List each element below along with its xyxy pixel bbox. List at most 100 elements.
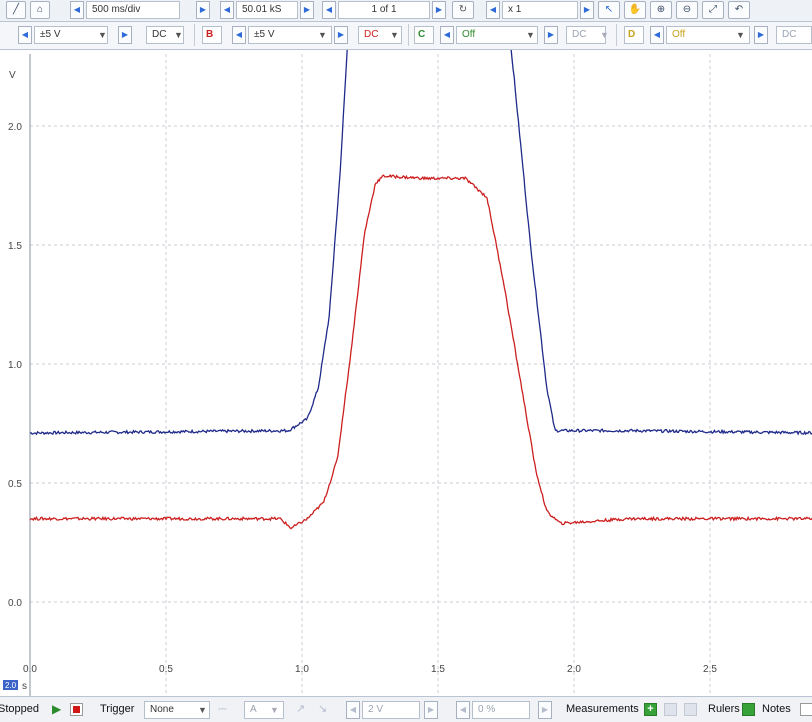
channel-c-label[interactable]: C bbox=[414, 26, 434, 44]
notes-label: Notes bbox=[762, 703, 791, 715]
channel-c-range-increase[interactable]: ▶ bbox=[544, 26, 558, 44]
zoom-fit-icon[interactable]: ⤢ bbox=[702, 1, 724, 19]
channel-c-range[interactable]: Off bbox=[456, 26, 538, 44]
y-tick-label: 0.0 bbox=[8, 598, 22, 609]
channel-d-range[interactable]: Off bbox=[666, 26, 750, 44]
chevron-down-icon[interactable]: ▼ bbox=[198, 705, 207, 715]
chevron-down-icon[interactable]: ▼ bbox=[526, 30, 535, 40]
y-unit-label: V bbox=[9, 70, 16, 81]
x-tick-label: 1.5 bbox=[431, 664, 445, 675]
channel-d-range-increase[interactable]: ▶ bbox=[754, 26, 768, 44]
y-tick-label: 1.0 bbox=[8, 360, 22, 371]
x-scale-badge-text: 2.0 bbox=[5, 681, 17, 690]
channel-toolbar: ◀ ±5 V ▼ ▶ DC ▼ B ◀ ±5 V ▼ ▶ DC ▼ C ◀ Of… bbox=[0, 22, 812, 50]
x-tick-label: 1.0 bbox=[295, 664, 309, 675]
stop-icon bbox=[73, 706, 80, 713]
capture-prev-button[interactable]: ◀ bbox=[322, 1, 336, 19]
trigger-level-field[interactable]: 2 V bbox=[362, 701, 420, 719]
channel-b-range-decrease[interactable]: ◀ bbox=[232, 26, 246, 44]
zoom-in-icon[interactable]: ⊕ bbox=[650, 1, 672, 19]
x-scale-badge bbox=[3, 680, 18, 690]
channel-d-range-decrease[interactable]: ◀ bbox=[650, 26, 664, 44]
trace-channel-a bbox=[29, 50, 812, 436]
rising-edge-icon[interactable]: ↗ bbox=[296, 703, 306, 715]
add-measurement-icon[interactable]: + bbox=[644, 703, 657, 716]
samples-field[interactable]: 50.01 kS bbox=[236, 1, 298, 19]
traces bbox=[29, 50, 812, 530]
x-tick-label: 0.0 bbox=[23, 664, 37, 675]
edit-measurement-icon[interactable] bbox=[664, 703, 677, 716]
status-bar: Stopped ▶ Trigger None ▼ ⎓ A ▼ ↗ ↘ ◀ 2 V… bbox=[0, 696, 812, 722]
channel-b-range[interactable]: ±5 V bbox=[248, 26, 332, 44]
channel-b-label[interactable]: B bbox=[202, 26, 222, 44]
chevron-down-icon[interactable]: ▼ bbox=[174, 30, 183, 40]
channel-b-range-increase[interactable]: ▶ bbox=[334, 26, 348, 44]
separator bbox=[616, 24, 617, 46]
plot-background bbox=[0, 50, 812, 696]
ruler-icon[interactable]: ╱ bbox=[6, 1, 26, 19]
channel-c-coupling[interactable]: DC bbox=[566, 26, 606, 44]
pretrigger-decrease[interactable]: ◀ bbox=[456, 701, 470, 719]
refresh-icon[interactable]: ↻ bbox=[452, 1, 474, 19]
delete-measurement-icon[interactable] bbox=[684, 703, 697, 716]
trigger-channel-select[interactable]: A bbox=[244, 701, 284, 719]
pointer-icon[interactable]: ↖ bbox=[598, 1, 620, 19]
trigger-level-decrease[interactable]: ◀ bbox=[346, 701, 360, 719]
channel-d-coupling[interactable]: DC bbox=[776, 26, 812, 44]
separator bbox=[408, 24, 409, 46]
zoom-out-icon[interactable]: ⊖ bbox=[676, 1, 698, 19]
x-axis-ticks: 0.0 0.5 1.0 1.5 2.0 2.5 bbox=[23, 664, 717, 675]
channel-c-range-decrease[interactable]: ◀ bbox=[440, 26, 454, 44]
y-tick-label: 1.5 bbox=[8, 241, 22, 252]
zoom-decrease-button[interactable]: ◀ bbox=[486, 1, 500, 19]
capture-count-field[interactable]: 1 of 1 bbox=[338, 1, 430, 19]
timebase-decrease-button[interactable]: ◀ bbox=[70, 1, 84, 19]
chevron-down-icon[interactable]: ▼ bbox=[270, 705, 279, 715]
chevron-down-icon[interactable]: ▼ bbox=[318, 30, 327, 40]
timebase-field[interactable]: 500 ms/div bbox=[86, 1, 180, 19]
samples-increase-button[interactable]: ▶ bbox=[300, 1, 314, 19]
play-icon[interactable]: ▶ bbox=[52, 702, 62, 716]
capture-toolbar: ╱ ⌂ ◀ 500 ms/div ▶ ◀ 50.01 kS ▶ ◀ 1 of 1… bbox=[0, 0, 812, 22]
stop-button[interactable] bbox=[70, 703, 83, 716]
timebase-increase-button[interactable]: ▶ bbox=[196, 1, 210, 19]
hand-icon[interactable]: ✋ bbox=[624, 1, 646, 19]
chevron-down-icon[interactable]: ▼ bbox=[98, 30, 107, 40]
notes-icon[interactable] bbox=[800, 703, 812, 716]
y-tick-label: 2.0 bbox=[8, 122, 22, 133]
zoom-undo-icon[interactable]: ↶ bbox=[728, 1, 750, 19]
chevron-down-icon[interactable]: ▼ bbox=[736, 30, 745, 40]
chevron-down-icon[interactable]: ▼ bbox=[390, 30, 399, 40]
channel-a-range-increase[interactable]: ▶ bbox=[118, 26, 132, 44]
x-unit-label: s bbox=[22, 681, 27, 692]
trigger-level-increase[interactable]: ▶ bbox=[424, 701, 438, 719]
run-state-text: Stopped bbox=[0, 703, 39, 715]
home-icon[interactable]: ⌂ bbox=[30, 1, 50, 19]
falling-edge-icon[interactable]: ↘ bbox=[318, 703, 328, 715]
x-tick-label: 0.5 bbox=[159, 664, 173, 675]
separator bbox=[194, 24, 195, 46]
zoom-field[interactable]: x 1 bbox=[502, 1, 578, 19]
channel-a-coupling[interactable]: DC bbox=[146, 26, 184, 44]
grid bbox=[29, 54, 812, 696]
trace-channel-b bbox=[29, 173, 812, 530]
chevron-down-icon[interactable]: ▼ bbox=[600, 30, 609, 40]
channel-a-range-decrease[interactable]: ◀ bbox=[18, 26, 32, 44]
channel-d-label[interactable]: D bbox=[624, 26, 644, 44]
y-tick-label: 0.5 bbox=[8, 479, 22, 490]
trigger-mode-select[interactable]: None bbox=[144, 701, 210, 719]
capture-next-button[interactable]: ▶ bbox=[432, 1, 446, 19]
trigger-label: Trigger bbox=[100, 703, 135, 715]
pretrigger-field[interactable]: 0 % bbox=[472, 701, 530, 719]
channel-b-coupling[interactable]: DC bbox=[358, 26, 402, 44]
scope-plot[interactable]: 4.54.03.53.02.52.01.51.00.50.0-0.5 0.00.… bbox=[0, 50, 812, 696]
x-tick-label: 2.0 bbox=[567, 664, 581, 675]
channel-a-range[interactable]: ±5 V bbox=[34, 26, 108, 44]
pretrigger-increase[interactable]: ▶ bbox=[538, 701, 552, 719]
y-axis-ticks: 4.54.03.53.02.52.01.51.00.50.0-0.5 bbox=[8, 122, 22, 609]
zoom-increase-button[interactable]: ▶ bbox=[580, 1, 594, 19]
samples-decrease-button[interactable]: ◀ bbox=[220, 1, 234, 19]
rulers-icon[interactable] bbox=[742, 703, 755, 716]
x-tick-label: 2.5 bbox=[703, 664, 717, 675]
trigger-type-icon[interactable]: ⎓ bbox=[218, 703, 227, 715]
